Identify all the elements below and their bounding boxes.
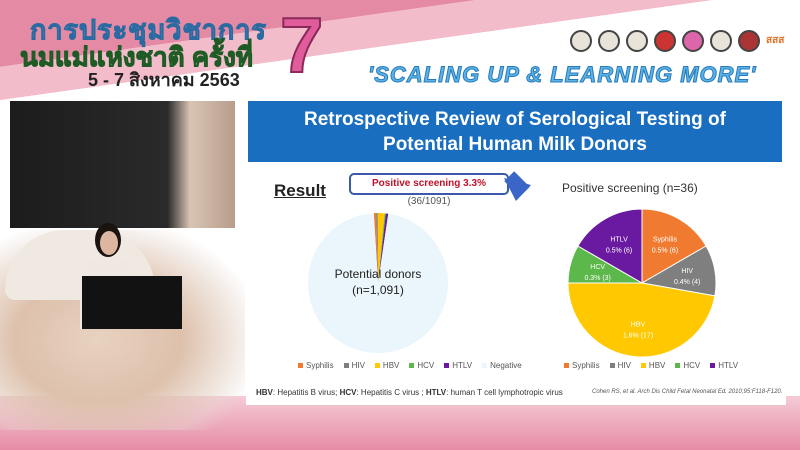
legend-swatch-icon [343, 363, 349, 369]
slice-label-hiv: HIV [681, 268, 693, 275]
legend-right: Syphilis HIV HBV HCV HTLV [564, 361, 738, 370]
fn-hbv-desc: : Hepatitis B virus; [272, 388, 340, 397]
legend-label: HCV [417, 361, 435, 370]
fn-htlv: HTLV [425, 388, 447, 397]
title-line1: Retrospective Review of Serological Test… [304, 109, 726, 130]
fn-hcv-desc: : Hepatitis C virus ; [356, 388, 426, 397]
legend-label: HCV [683, 361, 701, 370]
sponsor-logos: สสส [570, 30, 784, 52]
presentation-slide: Retrospective Review of Serological Test… [246, 101, 786, 405]
pie-slice-hbv [567, 282, 716, 358]
legend-swatch-icon [298, 363, 303, 369]
legend-item-hbv: HBV [640, 361, 666, 370]
pie-slice-hbv [377, 213, 385, 283]
sss-logo: สสส [766, 35, 785, 46]
legend-swatch-icon [710, 363, 716, 369]
abbreviations-footnote: HBV: Hepatitis B virus; HCV: Hepatitis C… [256, 388, 563, 397]
legend-item-hbv: HBV [374, 361, 400, 370]
logo-icon [626, 30, 648, 52]
legend-label: HIV [351, 361, 365, 370]
legend-label: HTLV [718, 361, 739, 370]
legend-swatch-icon [564, 363, 569, 369]
banner-background [0, 0, 800, 110]
legend-item-hcv: HCV [675, 361, 700, 370]
legend-item-negative: Negative [482, 361, 522, 370]
slice-label-htlv: HTLV [610, 236, 628, 243]
edition-number: 7 [279, 0, 324, 90]
callout-bold: Positive screening 3.3% [372, 178, 486, 189]
logo-icon [710, 30, 732, 52]
slice-label-htlv: 0.5% (6) [606, 247, 632, 254]
legend-label: HBV [382, 361, 400, 370]
right-pie-title: Positive screening (n=36) [562, 181, 698, 195]
conference-title-line1: การประชุมวิชาการ [30, 15, 267, 46]
legend-label: HTLV [452, 361, 473, 370]
legend-swatch-icon [482, 363, 488, 369]
charts-svg: Syphilis 0.5% (6) HIV 0.4% (4) HBV 1.6% (17) H… [308, 171, 717, 358]
legend-swatch-icon [609, 363, 615, 369]
legend-item-syphilis: Syphilis [564, 361, 600, 370]
slice-label-syphilis: Syphilis [653, 236, 678, 243]
logo-icon [738, 30, 760, 52]
logo-icon [598, 30, 620, 52]
legend-swatch-icon [409, 363, 415, 369]
arrow-shaft [504, 171, 530, 197]
slice-label-hcv: HCV [590, 264, 605, 271]
legend-label: Syphilis [306, 361, 334, 370]
tagline: 'SCALING UP & LEARNING MORE' [367, 62, 757, 88]
citation: Cohen RS, et al. Arch Dis Child Fetal Ne… [592, 389, 783, 395]
conference-dates: 5 - 7 สิงหาคม 2563 [88, 70, 240, 90]
pie-slice-htlv [577, 208, 643, 284]
logo-icon [682, 30, 704, 52]
legend-swatch-icon [675, 363, 681, 369]
title-line2: Potential Human Milk Donors [383, 134, 647, 155]
logo-icon [570, 30, 592, 52]
legend-swatch-icon [374, 363, 380, 369]
pie-slice-htlv [378, 213, 389, 283]
fn-hbv: HBV [256, 388, 273, 397]
result-heading: Result [274, 181, 326, 200]
slice-label-hiv: 0.4% (4) [674, 279, 700, 286]
fn-hcv: HCV [339, 388, 357, 397]
positive-pie: Syphilis 0.5% (6) HIV 0.4% (4) HBV 1.6% (17) H… [567, 208, 717, 358]
legend-item-htlv: HTLV [710, 361, 738, 370]
legend-item-htlv: HTLV [444, 361, 472, 370]
slice-label-hbv: HBV [631, 322, 646, 329]
legend-swatch-icon [640, 363, 646, 369]
legend-item-hcv: HCV [409, 361, 434, 370]
donors-pie [308, 213, 449, 353]
legend-swatch-icon [444, 363, 450, 369]
legend-label: HIV [617, 361, 631, 370]
slice-label-syphilis: 0.5% (6) [652, 247, 678, 254]
legend-label: Negative [490, 361, 522, 370]
legend-item-hiv: HIV [609, 361, 631, 370]
pie1-label-line1: Potential donors [335, 267, 422, 281]
pie-slice-hiv [376, 213, 378, 283]
fn-htlv-desc: : human T cell lymphotropic virus [446, 388, 563, 397]
pie-slice-syphilis [641, 208, 707, 284]
conference-title-line2: นมแม่แห่งชาติ ครั้งที่ [20, 42, 254, 73]
legend-item-hiv: HIV [343, 361, 365, 370]
slide-title: Retrospective Review of Serological Test… [248, 101, 782, 162]
legend-left: Syphilis HIV HBV HCV HTLV Negative [298, 361, 522, 370]
legend-item-syphilis: Syphilis [298, 361, 334, 370]
logo-icon [654, 30, 676, 52]
pie-slice-syphilis [373, 213, 378, 283]
callout-rest: (36/1091) [407, 196, 451, 207]
pie-slice-hcv [378, 213, 386, 283]
pie-slice-negative [308, 213, 449, 353]
slice-label-hcv: 0.3% (3) [584, 275, 610, 282]
legend-label: HBV [648, 361, 666, 370]
legend-label: Syphilis [572, 361, 600, 370]
speaker-video [10, 101, 235, 329]
podium [82, 276, 182, 329]
slice-label-hbv: 1.6% (17) [623, 333, 653, 340]
pie1-label-line2: (n=1,091) [352, 283, 404, 297]
